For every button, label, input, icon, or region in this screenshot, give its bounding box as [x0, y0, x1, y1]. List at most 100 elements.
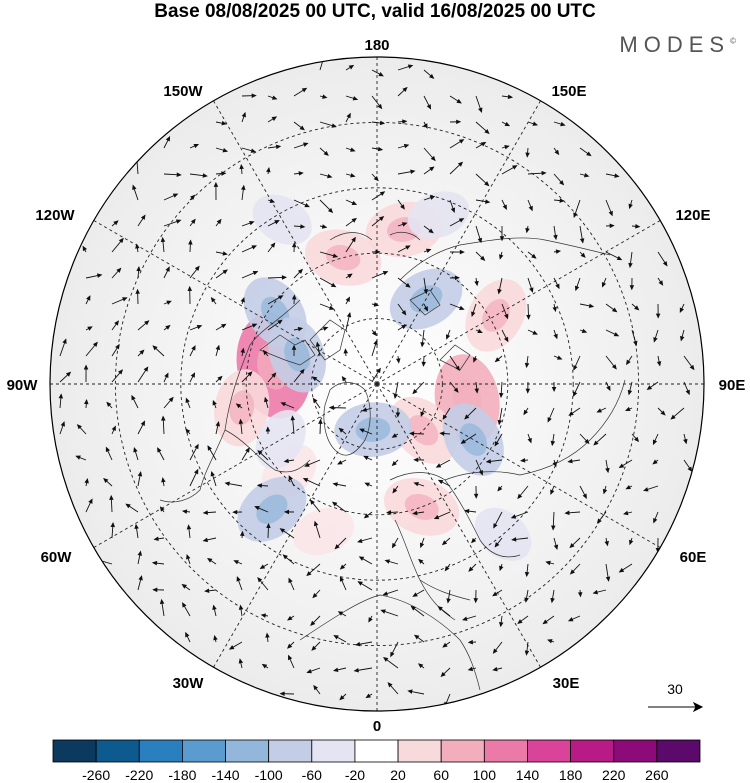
wind-vector-head: [373, 175, 379, 182]
wind-vector-head: [346, 112, 351, 119]
wind-vector-head: [204, 588, 210, 594]
wind-vector-head: [474, 388, 479, 394]
wind-vector-head: [194, 443, 199, 450]
wind-vector-head: [477, 237, 483, 244]
wind-vector-head: [288, 475, 293, 481]
wind-vector-head: [613, 332, 620, 337]
wind-vector-head: [410, 169, 416, 174]
wind-vector-head: [165, 266, 170, 272]
wind-vector-head: [213, 181, 219, 187]
colorbar-tick-label: 260: [645, 767, 669, 783]
wind-vector-head: [462, 616, 468, 621]
wind-vector-head: [554, 149, 560, 156]
wind-vector-head: [210, 297, 216, 303]
wind-vector-head: [351, 217, 357, 223]
wind-vector-head: [333, 667, 339, 673]
wind-vector-head: [689, 364, 695, 371]
label-0: 0: [373, 718, 381, 735]
wind-vector-head: [652, 439, 658, 446]
wind-vector-head: [405, 282, 411, 288]
wind-vector-head: [497, 419, 503, 426]
wind-vector-head: [376, 367, 381, 374]
wind-vector-head: [280, 402, 286, 407]
wind-vector-head: [282, 554, 288, 560]
reference-vector-label: 30: [667, 681, 683, 697]
wind-vector-head: [306, 669, 312, 674]
wind-vector-head: [249, 221, 255, 226]
wind-vector-head: [262, 349, 268, 356]
wind-vector-head: [87, 326, 93, 331]
wind-vector-head: [359, 428, 365, 433]
wind-vector-head: [288, 654, 293, 661]
wind-vector-head: [604, 540, 609, 547]
wind-vector-head: [542, 619, 548, 625]
label-150w: 150W: [163, 83, 203, 100]
wind-vector-head: [185, 397, 190, 404]
wind-vector-head: [456, 119, 462, 125]
wind-vector-head: [371, 330, 377, 337]
wind-vector-head: [168, 396, 174, 403]
wind-vector-head: [480, 255, 486, 261]
wind-vector-head: [269, 198, 276, 203]
wind-vector-head: [259, 564, 266, 570]
wind-vector-head: [357, 581, 363, 586]
wind-vector-head: [382, 271, 389, 276]
wind-vector-head: [331, 501, 338, 507]
wind-vector-head: [618, 463, 625, 469]
wind-vector-head: [473, 357, 478, 363]
wind-vector-head: [241, 184, 246, 191]
wind-vector-head: [299, 368, 305, 375]
wind-vector-head: [412, 592, 418, 597]
wind-vector-head: [270, 242, 276, 248]
wind-vector-head: [161, 477, 166, 483]
wind-vector-head: [194, 265, 200, 271]
wind-vector-head: [437, 479, 444, 485]
wind-vector-head: [339, 564, 346, 570]
wind-vector-head: [350, 147, 356, 152]
wind-vector-head: [216, 218, 222, 225]
wind-vector-head: [391, 460, 397, 467]
wind-vector-head: [176, 172, 182, 177]
wind-vector-head: [291, 294, 297, 300]
wind-vector-head: [550, 597, 555, 604]
wind-vector-head: [172, 193, 179, 198]
wind-vector-head: [602, 488, 608, 495]
wind-vector-head: [181, 509, 188, 514]
wind-vector-head: [313, 520, 319, 527]
wind-vector-head: [454, 275, 460, 281]
wind-vector-head: [460, 439, 466, 444]
brand-text: MODES: [619, 32, 731, 57]
colorbar-tick-label: -180: [168, 767, 196, 783]
wind-vector-head: [113, 220, 119, 226]
wind-vector-head: [358, 556, 365, 561]
wind-vector-head: [190, 218, 196, 225]
brand-mark: ©: [730, 36, 736, 46]
wind-vector-head: [502, 204, 507, 210]
colorbar-swatch: [52, 739, 97, 763]
wind-vector-head: [573, 391, 578, 397]
wind-vector-head: [361, 407, 368, 412]
wind-vector-head: [552, 461, 557, 468]
wind-vector-head: [186, 554, 191, 560]
wind-vector-head: [328, 405, 334, 410]
wind-vector-head: [493, 523, 498, 529]
wind-vector-head: [235, 403, 242, 409]
wind-vector-head: [552, 306, 557, 313]
wind-vector-head: [202, 537, 209, 543]
wind-vector-head: [512, 165, 518, 170]
wind-vector-head: [380, 609, 386, 614]
wind-vector-head: [652, 459, 658, 465]
wind-vector-head: [444, 565, 450, 572]
wind-vector-head: [492, 666, 498, 672]
anomaly-core: [408, 415, 439, 446]
colorbar-tick-label: -260: [82, 767, 110, 783]
wind-vector-head: [221, 171, 227, 176]
wind-vector-head: [596, 408, 602, 413]
wind-vector-head: [499, 565, 504, 572]
wind-vector-head: [151, 560, 158, 566]
anomaly-core: [355, 417, 391, 442]
wind-vector-head: [166, 300, 172, 305]
wind-vector-head: [527, 437, 532, 444]
wind-vector-head: [626, 359, 631, 366]
